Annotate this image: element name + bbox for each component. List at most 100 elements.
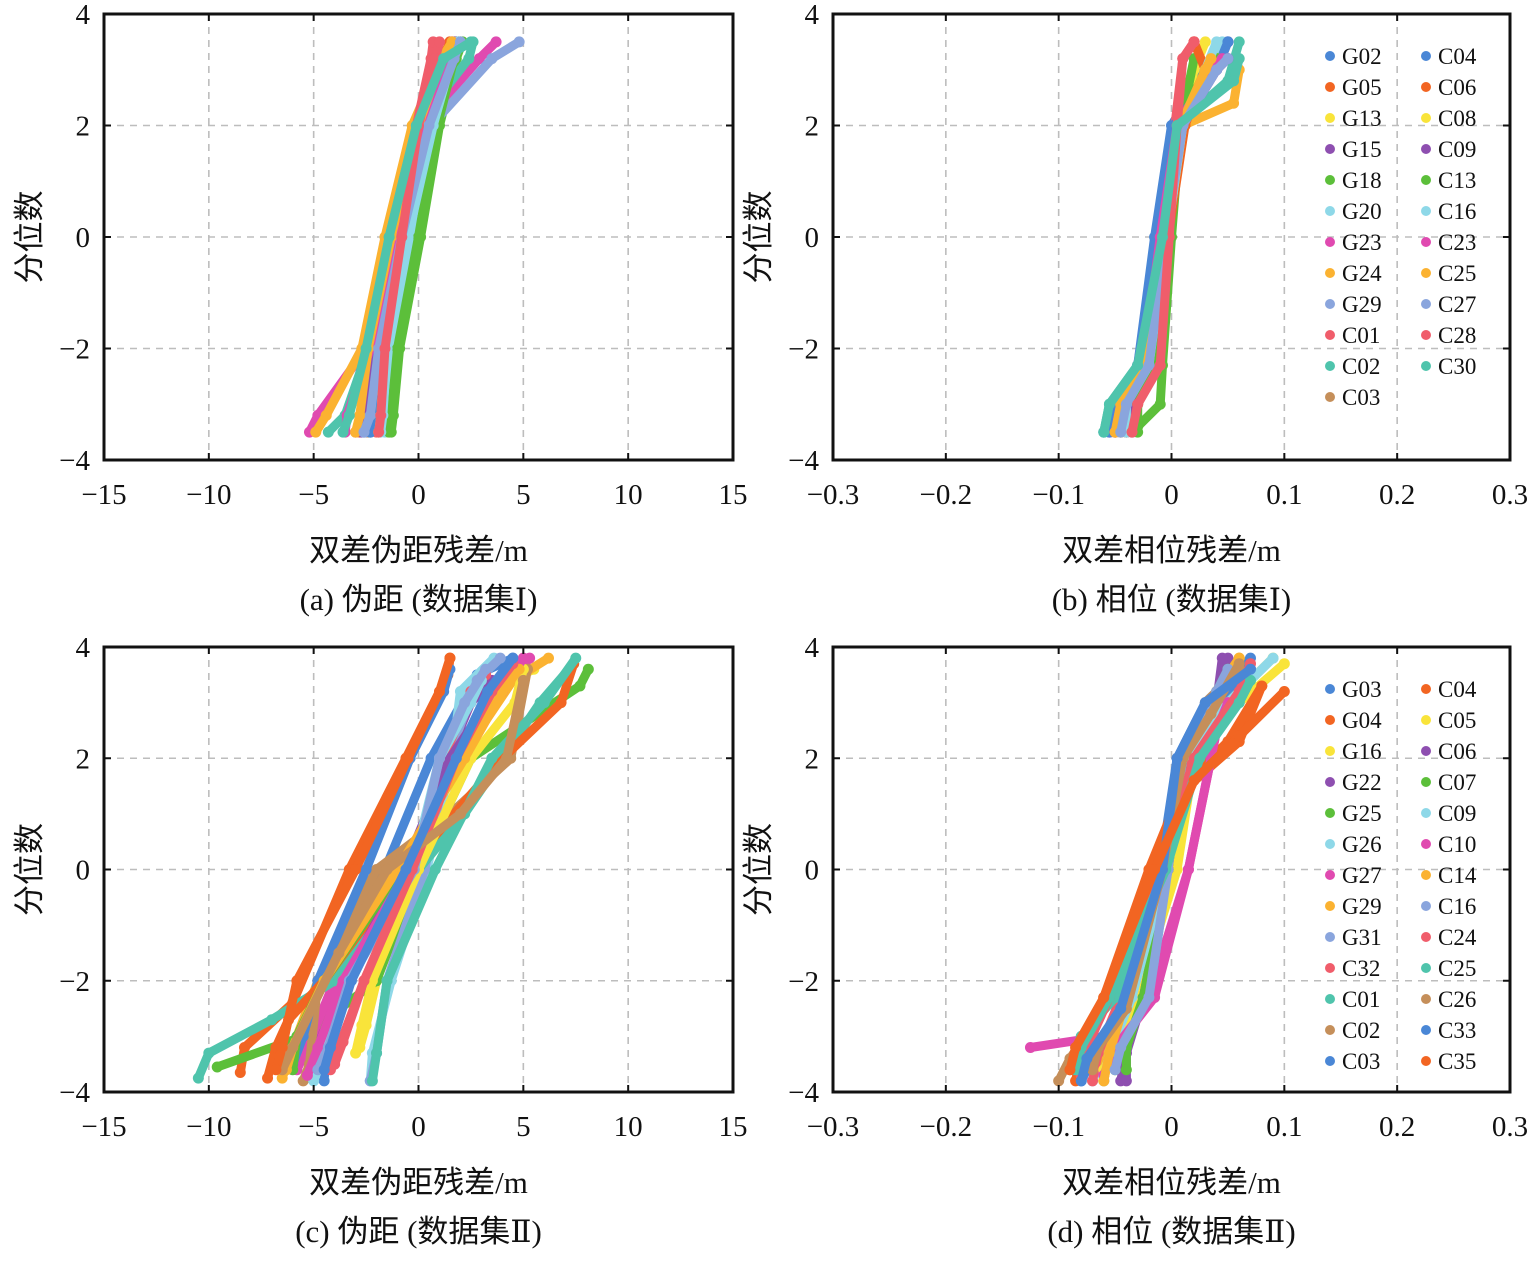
data-point xyxy=(1233,36,1245,48)
legend-label: C33 xyxy=(1438,1018,1476,1043)
data-point xyxy=(1199,36,1211,48)
data-point xyxy=(1149,864,1161,875)
data-point xyxy=(501,752,513,764)
x-tick-label: 0 xyxy=(411,1111,426,1143)
data-point xyxy=(463,53,475,65)
x-tick-label: −5 xyxy=(298,1111,329,1143)
data-point xyxy=(379,343,391,354)
legend-label: C07 xyxy=(1438,770,1476,795)
data-point xyxy=(1070,1042,1082,1053)
x-tick-label: 5 xyxy=(516,479,531,511)
series-group xyxy=(303,36,525,438)
y-tick-label: 4 xyxy=(76,0,91,31)
legend: G03 G04 G16 G22 G25 G26 G27 G29 G31 C32 C01 C02 C03 C… xyxy=(1325,677,1477,1074)
x-tick-label: −0.2 xyxy=(920,479,973,511)
data-point xyxy=(1154,359,1166,371)
data-point xyxy=(1081,1053,1093,1065)
legend-label: C16 xyxy=(1438,894,1476,919)
legend-label: C03 xyxy=(1342,1049,1380,1074)
data-point xyxy=(371,1047,383,1059)
data-point xyxy=(287,1042,299,1053)
legend-marker xyxy=(1325,392,1335,402)
series-C35 xyxy=(1064,686,1290,1076)
legend-marker xyxy=(1421,330,1431,340)
legend-label: C04 xyxy=(1438,677,1477,702)
data-point xyxy=(438,53,450,65)
data-point xyxy=(450,752,462,764)
legend-marker xyxy=(1421,237,1431,247)
data-point xyxy=(1098,426,1110,438)
x-tick-label: 10 xyxy=(614,1111,643,1143)
x-tick-label: −0.3 xyxy=(807,1111,860,1143)
data-point xyxy=(1233,730,1245,742)
panel-caption: (c) 伪距 (数据集Ⅱ) xyxy=(295,1214,542,1249)
legend-label: C02 xyxy=(1342,1018,1380,1043)
x-tick-label: 15 xyxy=(719,1111,748,1143)
data-point xyxy=(1222,36,1234,48)
legend-item: C26 xyxy=(1421,987,1476,1012)
legend-marker xyxy=(1325,361,1335,371)
data-point xyxy=(1182,864,1194,875)
legend-label: C01 xyxy=(1342,987,1380,1012)
legend-item: G22 xyxy=(1325,770,1382,795)
data-point xyxy=(234,1067,246,1079)
data-point xyxy=(507,652,519,664)
data-point xyxy=(1233,697,1245,709)
data-point xyxy=(1115,1042,1127,1053)
legend-marker xyxy=(1421,113,1431,123)
data-point xyxy=(1228,75,1240,87)
data-point xyxy=(1115,426,1127,438)
legend-item: C25 xyxy=(1421,261,1476,286)
data-point xyxy=(392,343,404,354)
panel-b: −0.3 −0.2 −0.1 0 0.1 0.2 0.3 −4 −2 0 2 4 双差相位残差/m 分位数… xyxy=(741,0,1528,617)
series-C30 xyxy=(1098,53,1245,438)
legend-item: C16 xyxy=(1421,894,1476,919)
y-tick-label: 2 xyxy=(805,111,820,143)
legend-marker xyxy=(1325,808,1335,818)
data-point xyxy=(1143,359,1155,371)
data-point xyxy=(1087,1075,1099,1087)
legend-item: G16 xyxy=(1325,739,1382,764)
data-point xyxy=(410,120,422,131)
data-point xyxy=(517,674,529,686)
y-tick-label: −4 xyxy=(59,1077,90,1109)
data-point xyxy=(1103,1047,1115,1059)
x-tick-label: 0.2 xyxy=(1379,479,1415,511)
data-point xyxy=(454,686,466,697)
legend-label: C03 xyxy=(1342,385,1380,410)
legend-label: G24 xyxy=(1342,261,1382,286)
data-point xyxy=(358,975,370,987)
legend-marker xyxy=(1325,82,1335,92)
legend-marker xyxy=(1421,82,1431,92)
data-point xyxy=(1256,680,1268,692)
data-point xyxy=(1222,53,1234,65)
data-point xyxy=(371,864,383,875)
legend-item: G03 xyxy=(1325,677,1382,702)
data-point xyxy=(425,752,437,764)
data-point xyxy=(318,1064,330,1076)
legend-marker xyxy=(1421,715,1431,725)
data-point xyxy=(429,864,441,875)
legend-marker xyxy=(1421,51,1431,61)
data-point xyxy=(1278,686,1290,697)
x-tick-label: 0.3 xyxy=(1492,479,1528,511)
data-point xyxy=(1205,708,1217,720)
data-point xyxy=(490,36,502,48)
y-tick-label: −2 xyxy=(788,334,819,366)
y-tick-label: −4 xyxy=(788,1077,819,1109)
data-point xyxy=(1087,1064,1099,1076)
legend-item: G25 xyxy=(1325,801,1382,826)
legend-item: C09 xyxy=(1421,801,1476,826)
data-point xyxy=(276,1072,288,1084)
data-point xyxy=(1120,1064,1132,1076)
legend-marker xyxy=(1421,361,1431,371)
data-point xyxy=(1024,1042,1036,1053)
x-tick-label: 15 xyxy=(719,479,748,511)
data-point xyxy=(375,409,387,421)
x-tick-label: 0 xyxy=(1164,479,1179,511)
data-point xyxy=(1053,1075,1065,1087)
y-tick-label: −4 xyxy=(788,445,819,477)
legend-item: C01 xyxy=(1325,987,1380,1012)
legend-marker xyxy=(1325,206,1335,216)
legend-label: G25 xyxy=(1342,801,1382,826)
